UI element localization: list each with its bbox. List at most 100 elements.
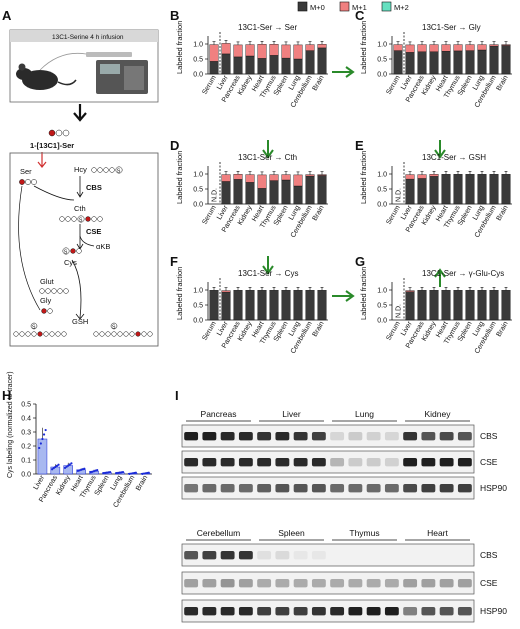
y-tick-label-g: 0.5	[377, 303, 387, 310]
enzyme-cse: CSE	[86, 227, 101, 236]
blot-band	[457, 579, 472, 588]
bar-d-m1	[269, 174, 279, 181]
blot-band	[439, 484, 454, 493]
arrow-f-to-g-icon	[332, 290, 355, 302]
blot-band	[421, 607, 436, 616]
bar-f-m1	[221, 290, 231, 293]
blot-strip-hsp90	[181, 476, 475, 500]
blot-band	[184, 579, 199, 588]
blot-band	[311, 484, 326, 493]
bar-f-m0	[209, 290, 219, 321]
bar-c-m0	[405, 52, 415, 75]
blot-band	[366, 432, 381, 441]
gsh-molecule-right: S	[93, 322, 153, 337]
y-tick-label-d: 0.0	[193, 202, 203, 209]
panel-label-g: G	[355, 254, 365, 269]
legend-swatch-m0	[297, 1, 308, 12]
arrow-to-d-icon	[262, 140, 274, 159]
bar-c-m1	[405, 44, 415, 53]
blot-band	[311, 579, 326, 588]
bar-f-m0	[245, 290, 255, 321]
data-point-h	[70, 462, 73, 465]
bar-c-m0	[453, 50, 463, 75]
blot-band	[439, 458, 454, 467]
bar-d-m0	[281, 179, 291, 205]
bar-g-m0	[477, 290, 487, 321]
blot-row-label-hsp90: HSP90	[480, 483, 507, 493]
data-point-h	[96, 468, 99, 472]
chart-panel-g: 13C1-Ser → γ-Glu-Cys Labeled fraction 0.0 0…	[359, 267, 512, 355]
bar-c-m1	[393, 44, 403, 51]
y-tick-label-e: 0.0	[377, 202, 387, 209]
blot-band	[257, 579, 272, 588]
blot-band	[293, 432, 308, 441]
blot-band	[184, 607, 199, 616]
blot-group-label: Thymus	[349, 528, 379, 538]
bar-d-m1	[281, 174, 291, 181]
legend-label-m2: M+2	[394, 3, 409, 12]
infusion-label: 13C1-Serine 4 h infusion	[52, 34, 124, 41]
arrow-b-to-c-icon	[332, 66, 355, 78]
blot-band	[457, 484, 472, 493]
bar-e-m0	[453, 174, 463, 205]
panel-label-f: F	[170, 254, 178, 269]
blot-band	[202, 551, 217, 560]
y-axis-label-e: Labeled fraction	[359, 151, 368, 204]
arrow-to-f-icon	[262, 256, 274, 275]
blot-band	[257, 484, 272, 493]
x-tick-label-e: Serum	[385, 204, 401, 226]
blot-group-label: Pancreas	[201, 409, 237, 419]
chart-title-c: 13C1-Ser → Gly	[422, 23, 481, 32]
bar-e-m0	[465, 174, 475, 205]
bar-b-m0	[281, 57, 291, 75]
bar-c-m1	[489, 44, 499, 47]
bar-f-m0	[281, 290, 291, 321]
flow-arrows	[262, 66, 446, 302]
bar-e-m0	[405, 178, 415, 205]
panel-label-b: B	[170, 8, 179, 23]
bar-e-m1	[417, 174, 427, 179]
bar-b-m0	[221, 53, 231, 75]
bar-b-m1	[233, 44, 243, 58]
bar-d-m0	[257, 188, 267, 205]
bar-d-m0	[293, 185, 303, 205]
chart-panel-h: Cys labeling (normalized to tracer) 0.0 0.…	[7, 371, 152, 509]
bar-b-m0	[233, 56, 243, 75]
blot-band	[257, 607, 272, 616]
x-tick-label-h: Brain	[135, 474, 149, 492]
bar-c-m1	[417, 44, 427, 52]
ser-molecule	[19, 179, 37, 185]
blot-band	[220, 484, 235, 493]
chart-title-b: 13C1-Ser → Ser	[238, 23, 297, 32]
akb-arrow-icon	[79, 235, 95, 247]
bar-d-m0	[221, 181, 231, 205]
x-tick-label-d: Brain	[311, 204, 325, 222]
data-point-h	[68, 463, 71, 466]
data-point-h	[83, 467, 86, 470]
blot-band	[220, 579, 235, 588]
data-point-h	[52, 467, 55, 470]
data-point-h	[121, 470, 125, 474]
blot-row-label-cse: CSE	[480, 457, 498, 467]
chart-title-g: 13C1-Ser → γ-Glu-Cys	[422, 269, 504, 278]
blot-band	[202, 458, 217, 467]
glut-molecule	[39, 288, 69, 294]
bar-h	[37, 438, 48, 475]
bar-f-m0	[317, 290, 327, 321]
data-point-h	[63, 466, 67, 469]
blot-band	[293, 484, 308, 493]
tracer-molecule	[48, 129, 70, 137]
y-tick-label-g: 0.0	[377, 318, 387, 325]
blot-band	[348, 484, 363, 493]
bar-b-m0	[269, 55, 279, 75]
chart-title-e: 13C1-Ser → GSH	[422, 153, 486, 162]
bar-d-m0	[269, 180, 279, 205]
panel-label-e: E	[355, 138, 364, 153]
blot-strip-cse	[181, 450, 475, 474]
blot-group-label: Kidney	[425, 409, 452, 419]
bar-e-m1	[429, 174, 439, 177]
bar-g-m0	[405, 291, 415, 321]
bar-b-m1	[221, 43, 231, 55]
data-point-h	[55, 464, 59, 467]
blot-band	[238, 458, 253, 467]
